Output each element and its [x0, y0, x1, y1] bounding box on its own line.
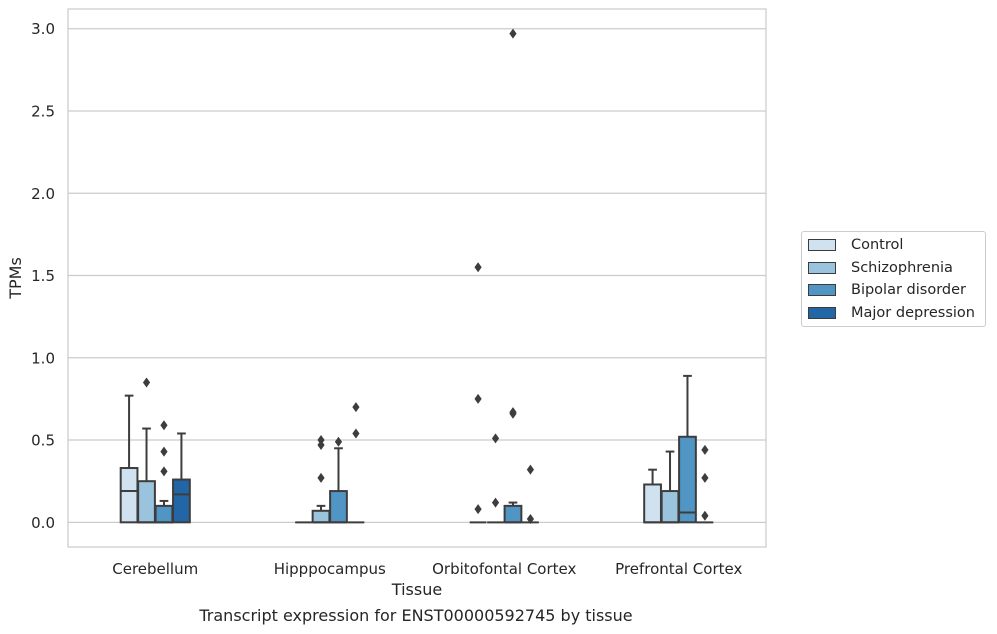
box — [172, 478, 191, 524]
outlier-point — [474, 393, 482, 404]
x-tick-label: Prefrontal Cortex — [615, 560, 742, 578]
outlier-point — [474, 504, 482, 515]
legend-item: Schizophrenia — [808, 258, 953, 278]
x-tick-label: Orbitofontal Cortex — [432, 560, 576, 578]
legend-swatch — [808, 306, 836, 319]
y-gridlines — [68, 28, 766, 523]
outlier-point — [352, 402, 360, 413]
legend-swatch — [808, 239, 836, 251]
box-group — [119, 394, 139, 524]
legend-swatch — [808, 261, 836, 274]
outlier-point — [701, 472, 709, 483]
legend-label: Schizophrenia — [851, 259, 953, 276]
x-tick-label: Cerebellum — [112, 560, 198, 578]
outlier-point — [701, 444, 709, 455]
plot-area-frame — [67, 8, 767, 548]
y-tick-label: 2.5 — [31, 103, 55, 121]
outlier-point — [352, 428, 360, 439]
legend-label: Bipolar disorder — [851, 282, 966, 298]
box-group — [660, 450, 680, 524]
y-tick-label: 2.0 — [31, 185, 55, 203]
legend-label: Control — [851, 237, 904, 253]
y-tick-label: 3.0 — [31, 20, 55, 38]
outlier-point — [160, 466, 168, 477]
legend: Control Schizophrenia Bipolar disorder Majo… — [801, 231, 986, 327]
outlier-point — [474, 262, 482, 273]
outlier-point — [526, 464, 535, 475]
box-group — [696, 444, 714, 524]
box — [119, 467, 139, 524]
legend-label: Major depression — [851, 304, 975, 321]
box — [660, 490, 680, 524]
box-group — [137, 377, 156, 524]
y-tick-label: 0.0 — [31, 514, 55, 532]
y-tick-label: 1.0 — [31, 349, 55, 367]
box — [329, 490, 348, 524]
box-group — [347, 402, 365, 524]
figure-caption: Transcript expression for ENST0000059274… — [199, 606, 633, 625]
y-tick-label: 0.5 — [31, 432, 55, 450]
box-group — [311, 435, 331, 524]
outlier-point — [160, 420, 168, 431]
outlier-point — [491, 433, 500, 444]
box-group — [172, 432, 191, 524]
outlier-point — [509, 407, 517, 418]
outlier-point — [526, 514, 535, 525]
outlier-point — [509, 28, 517, 39]
box — [678, 435, 697, 524]
outlier-point — [317, 472, 325, 483]
y-tick-label: 1.5 — [31, 267, 55, 285]
box-group — [487, 433, 504, 524]
legend-swatch — [808, 284, 836, 296]
box-group — [522, 464, 539, 525]
box — [503, 504, 523, 524]
outlier-point — [160, 446, 168, 457]
y-tick-labels: 0.0 0.5 1.0 1.5 2.0 2.5 3.0 — [31, 20, 55, 532]
box-marks — [119, 28, 714, 525]
box — [154, 504, 174, 524]
x-tick-label: Hipppocampus — [274, 560, 386, 578]
box — [137, 480, 156, 524]
legend-item: Control — [808, 235, 903, 255]
outlier-point — [334, 436, 343, 447]
legend-item: Bipolar disorder — [808, 280, 966, 300]
outlier-point — [142, 377, 151, 388]
box-group — [329, 436, 348, 524]
outlier-point — [317, 435, 325, 446]
box — [311, 509, 331, 524]
box-group — [643, 468, 662, 524]
x-tick-labels: Cerebellum Hipppocampus Orbitofontal Corte… — [112, 560, 742, 578]
box — [643, 483, 662, 524]
outlier-point — [491, 497, 500, 508]
legend-item: Major depression — [808, 303, 975, 323]
x-axis-label: Tissue — [391, 580, 442, 599]
y-axis-label: TPMs — [6, 257, 25, 300]
box-group — [469, 262, 487, 524]
outlier-point — [701, 510, 709, 521]
box-group — [503, 28, 523, 524]
box-group — [154, 420, 174, 524]
box-group — [678, 374, 697, 524]
